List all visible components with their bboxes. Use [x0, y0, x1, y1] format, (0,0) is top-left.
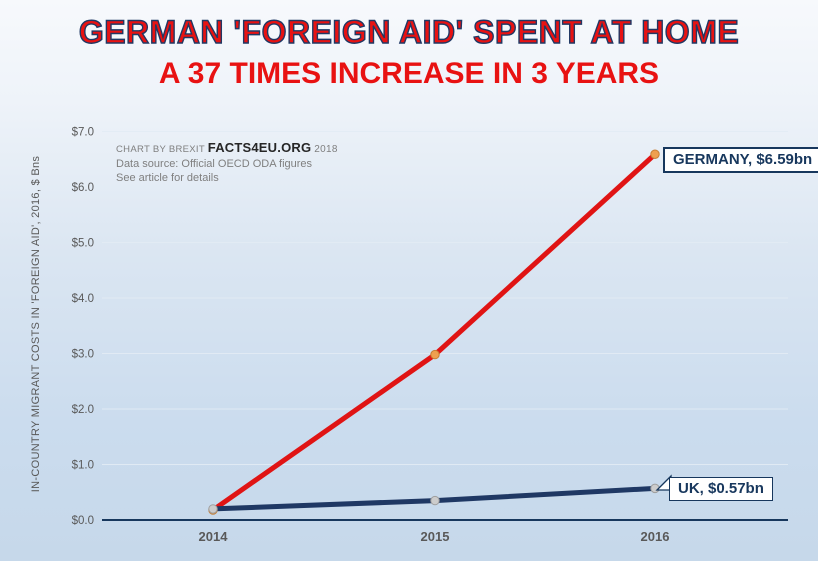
chart-subtitle: A 37 TIMES INCREASE IN 3 YEARS [158, 57, 660, 90]
data-source-note: Data source: Official OECD ODA figures [116, 158, 313, 170]
y-tick-label: $3.0 [72, 349, 94, 361]
y-tick-label: $2.0 [72, 404, 94, 416]
x-tick-label: 2015 [421, 529, 450, 544]
credit-brand: FACTS4EU.ORG [207, 140, 312, 155]
x-tick-label: 2016 [641, 529, 670, 544]
germany-data-label: GERMANY, $6.59bn [663, 147, 818, 173]
x-tick-labels: 2014 2015 2016 [199, 529, 670, 544]
y-tick-label: $0.0 [72, 515, 94, 527]
marker-germany-2015 [430, 349, 440, 360]
y-tick-label: $6.0 [72, 182, 94, 194]
marker-uk-2014 [208, 504, 218, 514]
series-line-germany [210, 151, 658, 513]
marker-uk-2015 [430, 495, 440, 506]
credit-prefix: CHART BY BREXIT [116, 144, 205, 155]
credit-line: CHART BY BREXIT FACTS4EU.ORG 2018 [116, 140, 338, 157]
x-tick-label: 2014 [199, 529, 229, 544]
credit-note: CHART BY BREXIT FACTS4EU.ORG 2018 Data s… [116, 140, 338, 185]
y-tick-label: $1.0 [72, 460, 94, 472]
y-tick-label: $4.0 [72, 293, 94, 305]
uk-data-label: UK, $0.57bn [669, 477, 773, 501]
y-tick-label: $5.0 [72, 238, 94, 250]
credit-year: 2018 [314, 144, 338, 155]
gridlines-and-yticks: $0.0 $1.0 $2.0 $3.0 $4.0 $5.0 $6.0 $7.0 [72, 127, 788, 527]
chart-title: GERMAN 'FOREIGN AID' SPENT AT HOME [78, 13, 740, 50]
marker-germany-2016 [650, 149, 660, 159]
see-article-note: See article for details [116, 172, 219, 184]
y-tick-label: $7.0 [72, 127, 94, 139]
